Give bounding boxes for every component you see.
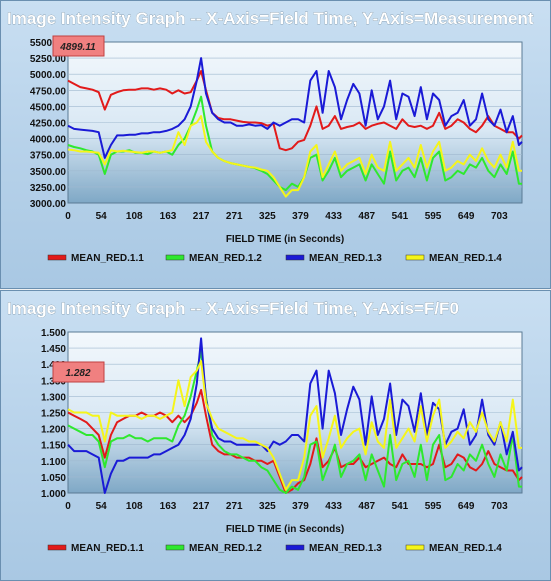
chart-panel-measurement: Image Intensity Graph -- X-Axis=Field Ti… bbox=[0, 0, 551, 289]
series-line-mean_red-1-2 bbox=[67, 350, 522, 494]
y-tick-label: 1.200 bbox=[41, 425, 66, 436]
legend-swatch bbox=[405, 544, 425, 551]
x-tick-label: 325 bbox=[259, 501, 276, 512]
legend-label: MEAN_RED.1.1 bbox=[71, 543, 144, 554]
y-tick-label: 3750.00 bbox=[30, 151, 67, 162]
chart-panel-ff0: Image Intensity Graph -- X-Axis=Field Ti… bbox=[0, 290, 551, 581]
legend-swatch bbox=[165, 544, 185, 551]
x-tick-label: 379 bbox=[292, 501, 309, 512]
x-tick-label: 541 bbox=[392, 211, 409, 222]
x-tick-label: 108 bbox=[126, 211, 143, 222]
y-tick-label: 3250.00 bbox=[30, 183, 67, 194]
cursor-value: 4899.11 bbox=[59, 42, 96, 53]
x-tick-label: 163 bbox=[160, 211, 177, 222]
series-line-mean_red-1-4 bbox=[67, 115, 522, 198]
legend-swatch bbox=[285, 544, 305, 551]
x-tick-label: 487 bbox=[358, 501, 375, 512]
x-tick-label: 271 bbox=[226, 501, 243, 512]
chart-title: Image Intensity Graph -- X-Axis=Field Ti… bbox=[7, 299, 459, 318]
legend-label: MEAN_RED.1.2 bbox=[189, 253, 262, 264]
x-tick-label: 703 bbox=[491, 211, 508, 222]
y-tick-label: 1.100 bbox=[41, 457, 66, 468]
y-tick-label: 3500.00 bbox=[30, 167, 67, 178]
y-tick-label: 4000.00 bbox=[30, 135, 67, 146]
legend-swatch bbox=[47, 544, 67, 551]
chart-title: Image Intensity Graph -- X-Axis=Field Ti… bbox=[7, 9, 534, 28]
legend-swatch bbox=[405, 254, 425, 261]
series-line-mean_red-1-3 bbox=[67, 337, 523, 494]
series-line-mean_red-1-2 bbox=[67, 95, 522, 192]
x-tick-label: 703 bbox=[491, 501, 508, 512]
series-line-mean_red-1-4 bbox=[67, 360, 522, 491]
x-tick-label: 217 bbox=[193, 211, 210, 222]
legend-label: MEAN_RED.1.4 bbox=[429, 543, 502, 554]
series-line-mean_red-1-1 bbox=[67, 70, 523, 152]
x-tick-label: 433 bbox=[325, 211, 342, 222]
x-tick-label: 649 bbox=[458, 501, 475, 512]
x-tick-label: 0 bbox=[65, 501, 71, 512]
legend-swatch bbox=[165, 254, 185, 261]
y-tick-label: 1.050 bbox=[41, 473, 66, 484]
y-tick-label: 1.500 bbox=[41, 328, 66, 339]
y-tick-label: 4500.00 bbox=[30, 102, 67, 113]
cursor-value-box bbox=[52, 35, 105, 57]
x-tick-label: 541 bbox=[392, 501, 409, 512]
y-tick-label: 1.000 bbox=[41, 489, 66, 500]
x-tick-label: 54 bbox=[96, 211, 108, 222]
x-tick-label: 595 bbox=[425, 501, 442, 512]
legend-swatch bbox=[285, 254, 305, 261]
y-tick-label: 1.250 bbox=[41, 409, 66, 420]
series-line-mean_red-1-3 bbox=[67, 57, 523, 159]
y-tick-label: 4750.00 bbox=[30, 86, 67, 97]
y-tick-label: 5500.00 bbox=[30, 38, 67, 49]
x-tick-label: 433 bbox=[325, 501, 342, 512]
x-tick-label: 217 bbox=[193, 501, 210, 512]
y-tick-label: 1.300 bbox=[41, 392, 66, 403]
series-line-mean_red-1-1 bbox=[67, 389, 523, 494]
x-tick-label: 271 bbox=[226, 211, 243, 222]
y-tick-label: 3000.00 bbox=[30, 199, 67, 210]
y-tick-label: 1.150 bbox=[41, 441, 66, 452]
y-tick-label: 4250.00 bbox=[30, 119, 67, 130]
chart-ff0: Image Intensity Graph -- X-Axis=Field Ti… bbox=[7, 299, 523, 554]
legend-label: MEAN_RED.1.2 bbox=[189, 543, 262, 554]
y-tick-label: 5250.00 bbox=[30, 54, 67, 65]
legend-swatch bbox=[47, 254, 67, 261]
legend-label: MEAN_RED.1.1 bbox=[71, 253, 144, 264]
legend-label: MEAN_RED.1.4 bbox=[429, 253, 502, 264]
x-axis-label: FIELD TIME (in Seconds) bbox=[226, 524, 344, 535]
y-tick-label: 1.450 bbox=[41, 344, 66, 355]
x-tick-label: 163 bbox=[160, 501, 177, 512]
x-tick-label: 379 bbox=[292, 211, 309, 222]
cursor-value: 1.282 bbox=[65, 368, 90, 379]
x-tick-label: 595 bbox=[425, 211, 442, 222]
x-tick-label: 0 bbox=[65, 211, 71, 222]
x-tick-label: 487 bbox=[358, 211, 375, 222]
cursor-value-box bbox=[52, 361, 105, 383]
x-axis-label: FIELD TIME (in Seconds) bbox=[226, 234, 344, 245]
x-tick-label: 108 bbox=[126, 501, 143, 512]
x-tick-label: 649 bbox=[458, 211, 475, 222]
y-tick-label: 5000.00 bbox=[30, 70, 67, 81]
chart-measurement: Image Intensity Graph -- X-Axis=Field Ti… bbox=[7, 9, 534, 264]
legend-label: MEAN_RED.1.3 bbox=[309, 253, 382, 264]
legend-label: MEAN_RED.1.3 bbox=[309, 543, 382, 554]
x-tick-label: 54 bbox=[96, 501, 108, 512]
x-tick-label: 325 bbox=[259, 211, 276, 222]
